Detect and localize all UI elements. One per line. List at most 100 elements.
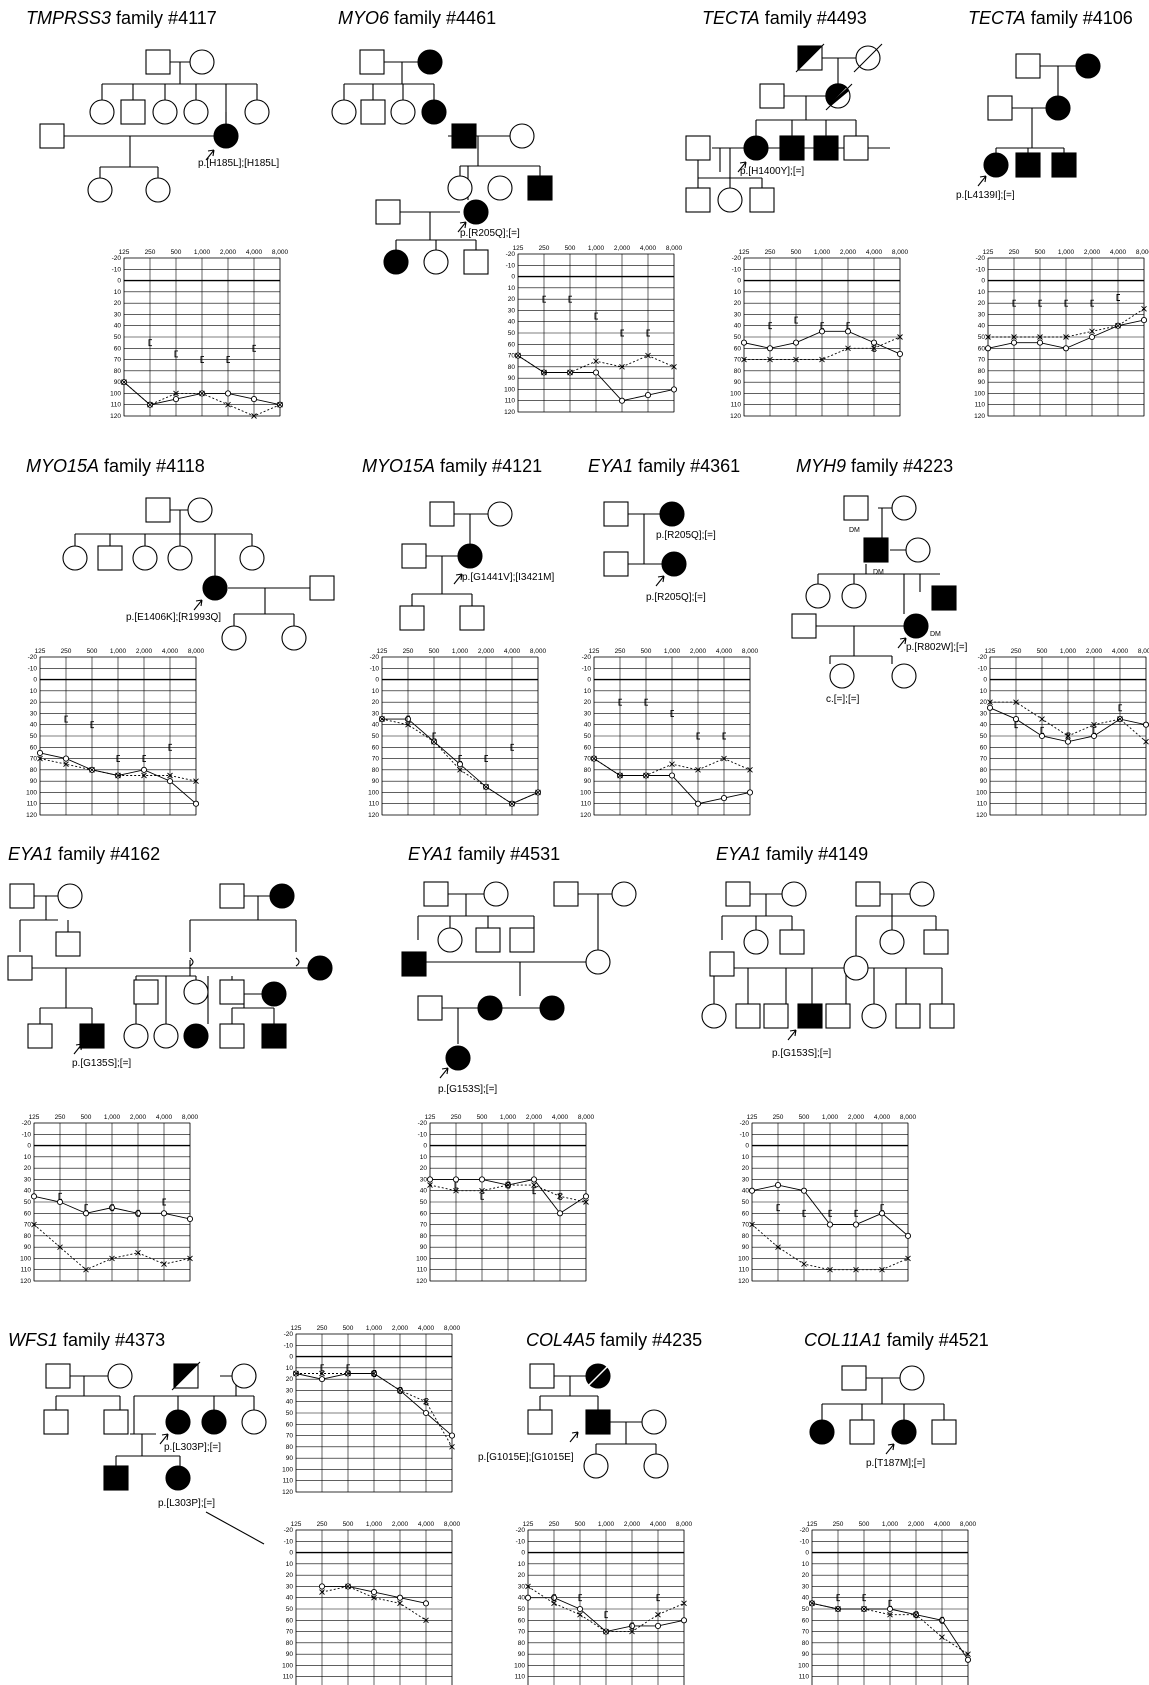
left-ear-marker — [695, 767, 701, 773]
db-tick-label: 60 — [734, 345, 742, 352]
pedigree-male — [931, 1419, 957, 1445]
db-tick-label: 120 — [20, 1278, 31, 1285]
freq-tick-label: 8,000 — [188, 648, 205, 655]
right-ear-marker — [1090, 732, 1098, 740]
proband-arrow — [159, 1433, 169, 1445]
left-ear-marker — [987, 699, 993, 705]
bone-conduction-marker — [914, 1611, 918, 1619]
db-tick-label: 90 — [584, 778, 592, 785]
pedigree-male — [759, 83, 785, 109]
left-ear-marker — [551, 1600, 557, 1607]
pedigree-tmprss3: p.[H185L];[H185L] — [39, 49, 279, 203]
left-ear-marker — [457, 767, 463, 773]
bone-conduction-marker — [510, 743, 514, 751]
db-tick-label: 100 — [798, 1662, 809, 1669]
pedigree-male — [7, 955, 33, 981]
left-ear-marker — [89, 767, 95, 773]
freq-tick-label: 500 — [171, 249, 182, 256]
pedigree-male — [459, 605, 485, 631]
db-tick-label: 60 — [114, 345, 122, 352]
bone-conduction-marker — [670, 709, 674, 717]
left-ear-marker — [577, 1611, 583, 1618]
db-tick-label: 20 — [24, 1165, 32, 1172]
db-tick-label: 120 — [368, 812, 379, 819]
freq-tick-label: 8,000 — [900, 1114, 917, 1121]
pedigree-male — [509, 927, 535, 953]
pedigree-myo15a-4118: p.[E1406K];[R1993Q] — [62, 497, 335, 651]
freq-tick-label: 125 — [119, 249, 130, 256]
right-ear-marker — [318, 1376, 326, 1383]
freq-tick-label: 125 — [35, 648, 46, 655]
audiograms: 125 250 500 1,000 2,000 4,000 8,000-20-1001020… — [20, 245, 1149, 1685]
freq-tick-label: 4,000 — [716, 648, 733, 655]
right-ear-marker — [896, 350, 904, 357]
freq-tick-label: 500 — [81, 1114, 92, 1121]
db-tick-label: -10 — [284, 1538, 294, 1545]
freq-tick-label: 250 — [55, 1114, 66, 1121]
pedigree-male — [145, 49, 171, 75]
db-tick-label: 120 — [580, 812, 591, 819]
variant-label: p.[G1441V];[I3421M] — [462, 572, 555, 583]
right-ear-marker — [766, 345, 774, 352]
left-ear-marker — [63, 761, 69, 768]
db-tick-label: -10 — [112, 266, 122, 273]
db-tick-label: 0 — [375, 677, 379, 684]
freq-tick-label: 4,000 — [156, 1114, 173, 1121]
left-ear-marker — [721, 755, 727, 762]
pedigree-affected-male — [1015, 152, 1041, 178]
right-ear-marker — [318, 1583, 326, 1590]
right-ear-marker — [694, 800, 702, 807]
left-ear-marker — [603, 1628, 609, 1635]
db-tick-label: 120 — [416, 1278, 427, 1285]
pedigree-affected-male — [103, 1465, 129, 1491]
left-ear-marker — [1063, 334, 1069, 340]
freq-tick-label: 1,000 — [664, 648, 681, 655]
pedigree-male — [603, 551, 629, 577]
right-ear-marker — [904, 1232, 912, 1239]
audiogram: 125 250 500 1,000 2,000 4,000 8,000 -20 -10 0 10 20… — [730, 249, 908, 420]
right-ear-marker — [140, 766, 148, 773]
pedigree-affected-female — [1045, 95, 1071, 121]
right-ear-marker — [582, 1193, 590, 1200]
pedigree-fill — [825, 83, 847, 105]
db-tick-label: 0 — [289, 1354, 293, 1361]
pedigree-slash-highlight — [587, 1365, 609, 1387]
db-tick-label: 90 — [114, 379, 122, 386]
freq-tick-label: 250 — [765, 249, 776, 256]
pedigree-female — [487, 501, 513, 527]
pedigree-male — [1015, 53, 1041, 79]
db-tick-label: 20 — [518, 1572, 526, 1579]
left-ear-marker — [593, 358, 599, 365]
freq-tick-label: 4,000 — [246, 249, 263, 256]
db-tick-label: 80 — [30, 767, 38, 774]
pedigree-female — [107, 1363, 133, 1389]
left-ear-marker — [879, 1266, 885, 1273]
left-ear-marker — [897, 334, 903, 340]
pedigree-female — [145, 177, 171, 203]
db-tick-label: 50 — [742, 1199, 750, 1206]
freq-tick-label: 250 — [403, 648, 414, 655]
pedigree-affected-female — [891, 1419, 917, 1445]
left-ear-marker — [887, 1611, 893, 1618]
left-ear-marker — [1037, 334, 1043, 340]
left-ear-marker — [845, 345, 851, 352]
db-tick-label: 70 — [980, 756, 988, 763]
variant-label: p.[R205Q];[=] — [646, 592, 706, 603]
db-tick-label: -10 — [506, 262, 516, 269]
db-tick-label: 30 — [114, 311, 122, 318]
db-tick-label: 10 — [30, 688, 38, 695]
pedigree-female — [281, 625, 307, 651]
db-tick-label: 110 — [283, 1478, 294, 1485]
db-tick-label: 100 — [20, 1255, 31, 1262]
pedigree-female — [423, 249, 449, 275]
db-tick-label: 90 — [518, 1651, 526, 1658]
freq-tick-label: 500 — [1035, 249, 1046, 256]
variant-label: c.[=];[=] — [826, 694, 860, 705]
pedigree-female — [891, 495, 917, 521]
db-tick-label: 30 — [420, 1176, 428, 1183]
variant-label: p.[R205Q];[=] — [656, 530, 716, 541]
pedigree-female — [390, 99, 416, 125]
freq-tick-label: 8,000 — [182, 1114, 199, 1121]
right-ear-marker — [870, 339, 878, 346]
